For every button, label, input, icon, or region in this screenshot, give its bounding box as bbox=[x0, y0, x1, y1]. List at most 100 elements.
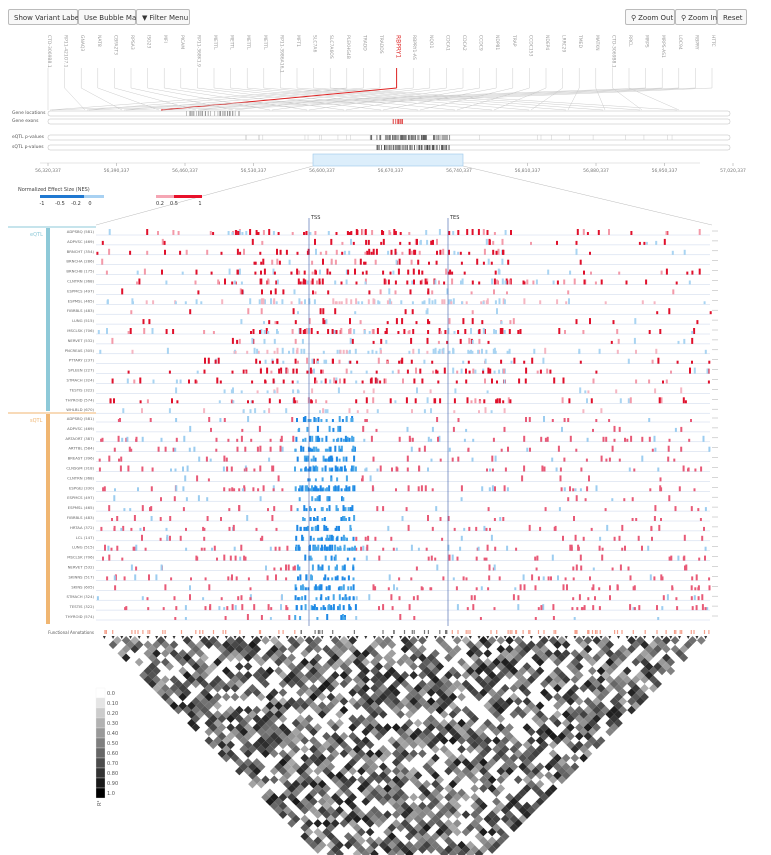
ld-cell bbox=[309, 736, 318, 745]
variant-mark bbox=[328, 485, 331, 492]
functional-annotation-mark bbox=[314, 630, 316, 634]
ld-cell bbox=[592, 705, 602, 715]
variant-mark bbox=[360, 546, 363, 551]
row-label: ESPGEJ (330) bbox=[69, 485, 94, 490]
ld-cell bbox=[361, 832, 371, 841]
reset-button[interactable]: Reset bbox=[717, 9, 747, 25]
ld-cell bbox=[405, 840, 414, 850]
variant-mark bbox=[702, 435, 705, 442]
ld-cell bbox=[561, 666, 571, 676]
ld-cell bbox=[439, 718, 449, 728]
ld-cell bbox=[222, 718, 231, 728]
variant-mark bbox=[465, 428, 468, 432]
ld-cell bbox=[448, 762, 458, 772]
ld-cell bbox=[405, 814, 414, 824]
variant-mark bbox=[394, 290, 397, 295]
ld-cell bbox=[435, 792, 445, 802]
variant-mark bbox=[676, 606, 679, 611]
ld-cell bbox=[396, 840, 405, 850]
row-label: THYROID (574) bbox=[64, 614, 94, 619]
variant-mark bbox=[408, 241, 411, 245]
ld-cell bbox=[492, 753, 501, 763]
ld-cell bbox=[479, 792, 488, 802]
ld-cell bbox=[300, 657, 310, 667]
variant-mark bbox=[412, 268, 415, 275]
variant-mark bbox=[261, 535, 264, 541]
variant-mark bbox=[126, 436, 129, 442]
variant-mark bbox=[611, 498, 614, 502]
variant-mark bbox=[704, 546, 707, 551]
variant-mark bbox=[426, 239, 429, 245]
variant-mark bbox=[311, 435, 314, 442]
gene-label: PICAM bbox=[179, 35, 185, 49]
variant-mark bbox=[638, 605, 641, 611]
ld-cell bbox=[509, 736, 519, 745]
functional-annotation-mark bbox=[180, 630, 183, 634]
variant-mark bbox=[304, 595, 307, 601]
ld-cell bbox=[296, 758, 305, 767]
ld-cell bbox=[287, 740, 297, 750]
ld-cell bbox=[470, 758, 480, 767]
ld-cell bbox=[452, 810, 462, 819]
ld-cell bbox=[622, 649, 632, 658]
variant-mark bbox=[431, 426, 434, 432]
zoom-out-button[interactable]: ⚲ Zoom Out bbox=[625, 9, 675, 25]
variant-mark bbox=[309, 367, 312, 374]
ld-cell bbox=[178, 675, 188, 684]
ld-cell bbox=[422, 640, 432, 650]
variant-mark bbox=[368, 290, 371, 295]
variant-mark bbox=[354, 311, 357, 315]
ld-cell bbox=[457, 744, 466, 754]
ld-cell bbox=[300, 710, 310, 719]
ld-cell bbox=[370, 692, 379, 702]
ld-cell bbox=[339, 697, 349, 706]
variant-mark bbox=[592, 567, 595, 571]
variant-mark bbox=[412, 348, 415, 354]
variant-mark bbox=[301, 584, 304, 591]
ld-cell bbox=[426, 723, 436, 732]
variant-mark bbox=[170, 468, 172, 472]
variant-mark bbox=[660, 397, 663, 404]
ld-cell bbox=[313, 662, 323, 671]
variant-mark bbox=[117, 435, 120, 442]
functional-annotation-mark bbox=[282, 630, 284, 634]
variant-mark bbox=[451, 278, 454, 285]
use-bubble-map-button[interactable]: Use Bubble Map bbox=[78, 9, 141, 25]
variant-mark bbox=[231, 604, 234, 611]
ld-cell bbox=[435, 766, 445, 776]
variant-mark bbox=[303, 232, 306, 235]
variant-mark bbox=[334, 485, 337, 492]
variant-mark bbox=[505, 278, 508, 285]
ld-cell bbox=[570, 649, 580, 658]
ld-cell bbox=[387, 797, 397, 806]
variant-mark bbox=[453, 527, 456, 531]
variant-mark bbox=[348, 408, 351, 414]
ld-cell bbox=[287, 662, 297, 671]
ld-cell bbox=[561, 727, 571, 737]
ld-cell bbox=[365, 731, 375, 741]
ld-cell bbox=[222, 675, 231, 684]
variant-mark bbox=[427, 288, 430, 295]
variant-mark bbox=[261, 240, 264, 245]
zoom-in-button[interactable]: ⚲ Zoom In bbox=[675, 9, 717, 25]
variant-mark bbox=[635, 379, 638, 384]
ld-cell bbox=[200, 723, 209, 732]
variant-mark bbox=[427, 330, 430, 334]
ld-cell bbox=[435, 749, 445, 758]
show-variant-labels-button[interactable]: Show Variant Labels bbox=[8, 9, 85, 25]
ld-cell bbox=[527, 753, 536, 763]
tes-label: TES bbox=[449, 215, 459, 221]
variant-mark bbox=[141, 505, 144, 512]
ld-cell bbox=[387, 666, 397, 676]
variant-mark bbox=[184, 475, 187, 482]
row-label: NERVET (532) bbox=[68, 565, 95, 570]
gene-connector-line bbox=[123, 87, 381, 111]
ld-cell bbox=[492, 657, 501, 667]
variant-mark bbox=[523, 281, 526, 285]
gene-label: CTD-3069B8.1 bbox=[46, 35, 52, 68]
variant-mark bbox=[542, 357, 545, 364]
variant-mark bbox=[470, 595, 473, 601]
filter-menu-button[interactable]: ▼ Filter Menu bbox=[136, 9, 190, 25]
variant-mark bbox=[132, 301, 134, 305]
